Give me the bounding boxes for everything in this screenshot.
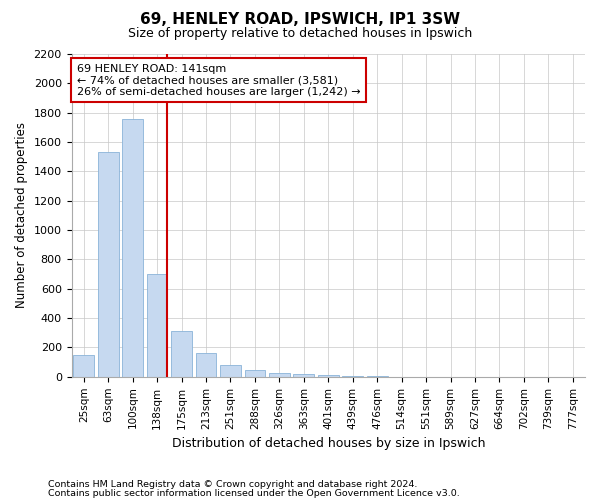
Bar	[147, 274, 167, 377]
Text: Contains public sector information licensed under the Open Government Licence v3: Contains public sector information licen…	[48, 488, 460, 498]
Bar	[293, 374, 314, 377]
X-axis label: Distribution of detached houses by size in Ipswich: Distribution of detached houses by size …	[172, 437, 485, 450]
Text: Contains HM Land Registry data © Crown copyright and database right 2024.: Contains HM Land Registry data © Crown c…	[48, 480, 418, 489]
Bar	[343, 376, 363, 377]
Text: 69, HENLEY ROAD, IPSWICH, IP1 3SW: 69, HENLEY ROAD, IPSWICH, IP1 3SW	[140, 12, 460, 28]
Y-axis label: Number of detached properties: Number of detached properties	[15, 122, 28, 308]
Bar	[220, 365, 241, 377]
Bar	[171, 330, 192, 377]
Bar	[122, 118, 143, 377]
Bar	[269, 372, 290, 377]
Text: 69 HENLEY ROAD: 141sqm
← 74% of detached houses are smaller (3,581)
26% of semi-: 69 HENLEY ROAD: 141sqm ← 74% of detached…	[77, 64, 360, 97]
Bar	[318, 376, 338, 377]
Text: Size of property relative to detached houses in Ipswich: Size of property relative to detached ho…	[128, 28, 472, 40]
Bar	[196, 354, 217, 377]
Bar	[98, 152, 119, 377]
Bar	[73, 355, 94, 377]
Bar	[245, 370, 265, 377]
